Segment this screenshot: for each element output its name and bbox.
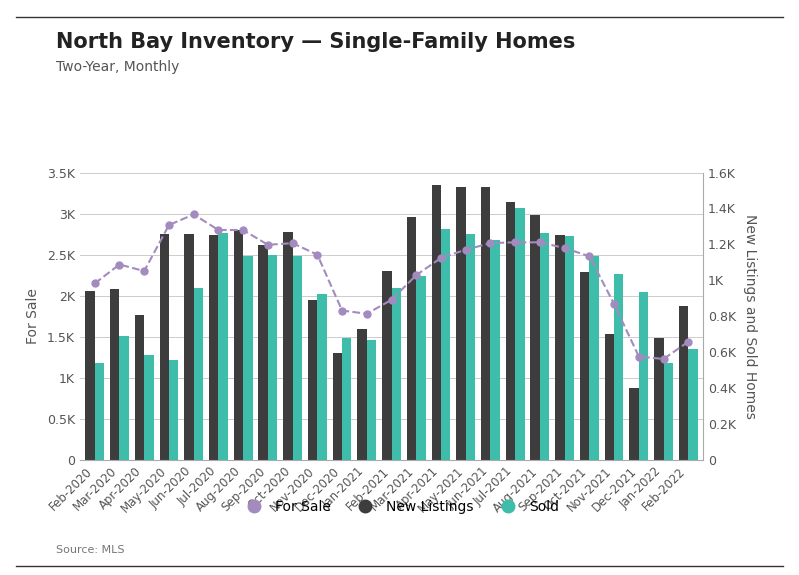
Bar [342, 339, 352, 460]
Bar [135, 316, 144, 460]
Bar [515, 208, 525, 460]
Bar [268, 255, 277, 460]
Bar [367, 340, 376, 460]
Bar [441, 229, 451, 460]
Bar [688, 349, 698, 460]
Bar [169, 360, 178, 460]
Y-axis label: For Sale: For Sale [26, 288, 40, 344]
Bar [416, 276, 426, 460]
Text: North Bay Inventory — Single-Family Homes: North Bay Inventory — Single-Family Home… [56, 32, 575, 52]
Bar [209, 235, 218, 460]
Bar [431, 185, 441, 460]
Bar [317, 294, 327, 460]
Bar [456, 187, 466, 460]
Bar [506, 202, 515, 460]
Bar [605, 334, 614, 460]
Bar [160, 234, 169, 460]
Bar [218, 233, 228, 460]
Text: Two-Year, Monthly: Two-Year, Monthly [56, 60, 179, 74]
Bar [614, 274, 623, 460]
Bar [392, 288, 401, 460]
Bar [110, 289, 120, 460]
Bar [185, 234, 193, 460]
Bar [466, 234, 475, 460]
Bar [580, 272, 590, 460]
Bar [234, 230, 243, 460]
Bar [308, 300, 317, 460]
Bar [283, 232, 292, 460]
Y-axis label: New Listings and Sold Homes: New Listings and Sold Homes [743, 214, 757, 419]
Text: Source: MLS: Source: MLS [56, 545, 125, 555]
Bar [630, 388, 639, 460]
Bar [292, 256, 302, 460]
Bar [491, 240, 500, 460]
Bar [540, 233, 549, 460]
Bar [95, 363, 104, 460]
Bar [663, 363, 673, 460]
Bar [654, 339, 663, 460]
Bar [531, 215, 540, 460]
Legend: For Sale, New Listings, Sold: For Sale, New Listings, Sold [234, 494, 565, 519]
Bar [565, 236, 574, 460]
Bar [590, 256, 598, 460]
Bar [144, 355, 153, 460]
Bar [85, 291, 95, 460]
Bar [639, 292, 648, 460]
Bar [555, 235, 565, 460]
Bar [193, 288, 203, 460]
Bar [258, 245, 268, 460]
Bar [679, 305, 688, 460]
Bar [357, 328, 367, 460]
Bar [243, 256, 252, 460]
Bar [481, 187, 491, 460]
Bar [120, 336, 129, 460]
Bar [382, 271, 392, 460]
Bar [332, 353, 342, 460]
Bar [407, 217, 416, 460]
